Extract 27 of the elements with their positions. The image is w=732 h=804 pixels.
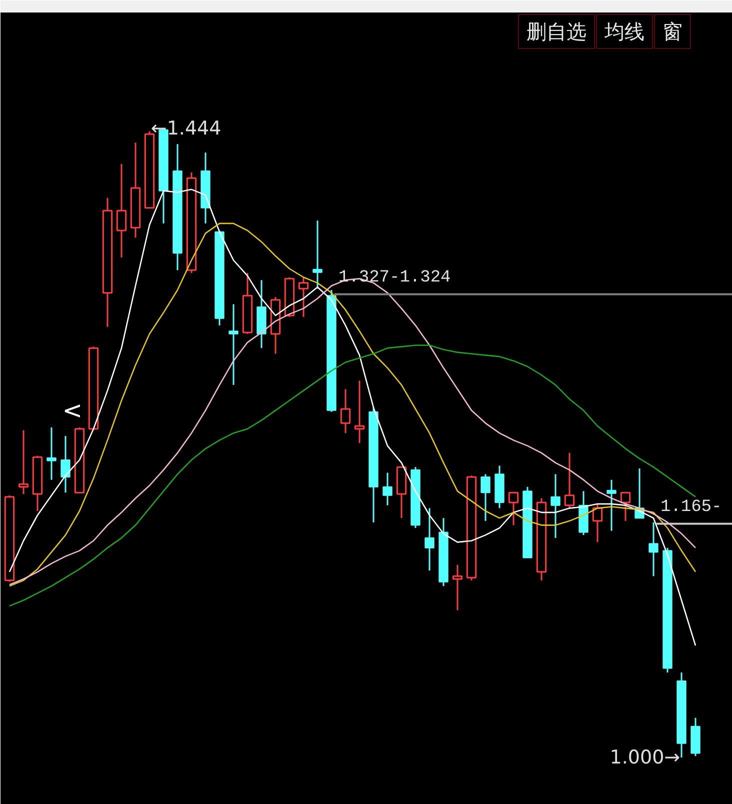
candlestick <box>382 472 392 506</box>
candlestick <box>116 163 127 258</box>
text: 删自选 <box>526 20 586 44</box>
candlestick <box>508 492 519 526</box>
text: 窗 <box>662 20 682 44</box>
candlestick <box>298 276 309 318</box>
annotation: ←1.444 <box>150 118 222 140</box>
candlestick <box>46 426 56 481</box>
candlestick <box>564 452 575 509</box>
annotation: < <box>62 396 82 424</box>
candlestick <box>354 380 365 444</box>
candlestick <box>606 479 616 532</box>
candlestick <box>60 435 70 494</box>
candlestick <box>340 388 351 434</box>
ref-line-label: 1.165- <box>660 498 722 517</box>
candlestick <box>312 220 322 290</box>
ref-line-label: 1.327-1.324 <box>338 268 451 288</box>
candlestick <box>648 522 658 577</box>
candlestick <box>228 303 238 386</box>
candlestick <box>480 473 490 522</box>
candlestick <box>550 473 560 539</box>
candlestick <box>18 430 29 495</box>
candlestick <box>424 507 434 572</box>
text: 均线 <box>604 20 644 44</box>
candlestick <box>452 564 463 611</box>
annotation: 1.000→ <box>610 746 680 768</box>
candlestick <box>620 492 631 522</box>
